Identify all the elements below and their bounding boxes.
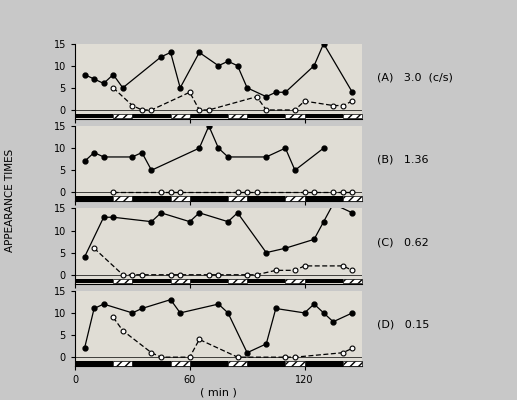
Bar [228,361,247,366]
Bar [132,361,171,366]
Bar [113,196,132,201]
Text: (B)   1.36: (B) 1.36 [377,155,429,165]
Bar [132,279,171,283]
Bar [343,279,362,283]
Bar [113,361,132,366]
Bar [190,361,228,366]
Text: (A)   3.0  (c/s): (A) 3.0 (c/s) [377,72,453,82]
Bar [305,279,343,283]
Bar [247,114,285,118]
Bar [113,279,132,283]
Bar [190,114,228,118]
Bar [132,114,171,118]
Bar [75,279,113,283]
Bar [305,114,343,118]
Bar [305,196,343,201]
Text: (C)   0.62: (C) 0.62 [377,237,429,247]
Bar [190,279,228,283]
Bar [190,196,228,201]
Bar [75,361,113,366]
Text: APPEARANCE TIMES: APPEARANCE TIMES [5,148,16,252]
Bar [132,196,171,201]
Bar [171,279,190,283]
Bar [305,361,343,366]
Text: (D)   0.15: (D) 0.15 [377,320,430,330]
Bar [285,114,305,118]
Bar [285,279,305,283]
Bar [343,196,362,201]
Bar [247,196,285,201]
Bar [228,114,247,118]
Bar [75,114,113,118]
Bar [228,196,247,201]
Bar [343,114,362,118]
Bar [113,114,132,118]
Bar [171,114,190,118]
Bar [228,279,247,283]
Bar [285,361,305,366]
Bar [75,196,113,201]
Bar [247,361,285,366]
Bar [171,361,190,366]
Bar [343,361,362,366]
Bar [247,279,285,283]
X-axis label: ( min ): ( min ) [200,388,237,398]
Bar [171,196,190,201]
Bar [285,196,305,201]
